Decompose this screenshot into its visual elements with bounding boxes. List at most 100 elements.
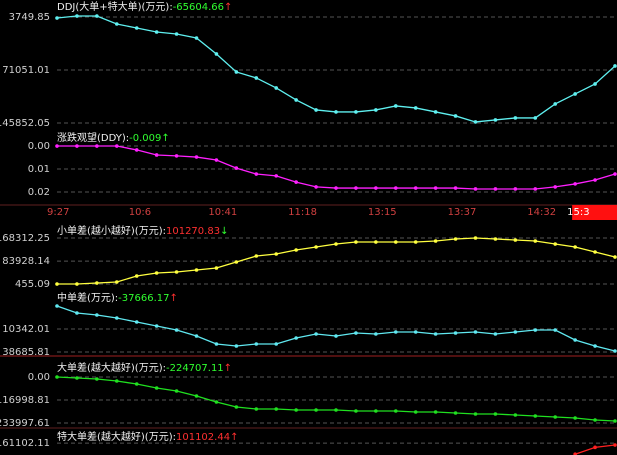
data-point [393,104,398,108]
data-point [75,311,79,315]
data-point [473,236,478,240]
data-point [433,410,438,414]
data-point [593,418,597,422]
title-label: 中单差(万元): [57,291,118,304]
title-arrow: ↑ [224,363,232,374]
data-point [234,260,239,264]
data-point [314,332,318,336]
data-point [174,389,179,393]
data-point [413,410,418,414]
data-point [374,240,378,244]
data-point [314,108,318,112]
title-value: -65604.66 [173,2,224,13]
data-point [513,413,518,417]
data-point [493,187,498,191]
y-tick-label: 83928.14 [2,256,50,267]
data-point [334,110,338,114]
data-point [553,185,558,189]
data-point [134,26,139,30]
data-point [75,282,79,286]
data-point [254,254,259,258]
data-point [473,120,478,124]
title-value: 101102.44 [176,432,230,443]
title-arrow: ↑ [170,293,178,304]
data-point [354,240,358,244]
x-tick-label: 13:15 [368,207,397,218]
data-point [154,30,159,34]
data-point [473,412,478,416]
y-tick-label: 10342.01 [2,324,50,335]
data-point [214,342,219,346]
data-point [334,242,338,246]
data-point [433,186,438,190]
data-point [573,416,577,420]
title-label: 小单差(越小越好)(万元): [57,224,166,237]
data-point [174,154,179,158]
data-point [433,332,438,336]
data-point [254,407,259,411]
data-point [533,116,538,120]
data-point [114,316,119,320]
title-label: 涨跌观望(DDY): [57,131,129,144]
data-point [314,408,318,412]
data-point [613,64,617,68]
panel-title: 特大单差(越大越好)(万元):101102.44↑ [57,430,238,443]
data-point [553,242,558,246]
data-point [254,76,259,80]
data-point [95,313,99,317]
data-point [613,349,617,353]
title-value: -224707.11 [166,363,224,374]
data-point [413,240,418,244]
title-value: -0.009 [129,133,161,144]
y-tick-label: 455.09 [15,279,50,290]
data-point [513,187,518,191]
data-point [214,52,219,56]
data-point [274,252,279,256]
data-point [513,330,518,334]
data-point [533,239,538,243]
data-point [194,155,199,159]
data-point [613,443,617,447]
data-point [234,70,239,74]
data-point [154,324,159,328]
y-tick-label: 0.00 [28,372,50,383]
data-point [593,250,597,254]
data-point [254,342,259,346]
x-tick-label: 10:6 [129,207,151,218]
data-point [393,409,398,413]
y-tick-label: 38685.81 [2,347,50,358]
panel-title: 小单差(越小越好)(万元):101270.83↓ [57,224,228,237]
data-point [553,415,558,419]
data-point [393,186,398,190]
data-point [553,102,558,106]
data-point [194,394,199,398]
data-point [413,186,418,190]
data-point [493,237,498,241]
data-point [573,92,577,96]
data-point [274,174,279,178]
data-point [593,82,597,86]
data-point [154,386,159,390]
data-point [573,245,577,249]
title-label: DDJ(大单+特大单)(万元): [57,0,173,13]
data-point [75,144,79,148]
data-point [314,185,318,189]
data-point [493,332,498,336]
data-point [593,178,597,182]
data-point [274,86,279,90]
y-tick-label: 0.00 [28,141,50,152]
y-tick-label: 116998.81 [0,395,50,406]
y-tick-label: 0.01 [28,164,50,175]
data-point [75,14,79,18]
panel-title: DDJ(大单+特大单)(万元):-65604.66↑ [57,0,232,13]
data-point [354,409,358,413]
data-point [294,180,298,184]
data-point [114,280,119,284]
y-tick-label: 0.02 [28,187,50,198]
title-arrow: ↓ [220,226,228,237]
data-point [473,187,478,191]
data-point [294,248,298,252]
panel-title: 涨跌观望(DDY):-0.009↑ [57,131,170,144]
y-tick-label: 71051.01 [2,65,50,76]
data-point [354,331,358,335]
